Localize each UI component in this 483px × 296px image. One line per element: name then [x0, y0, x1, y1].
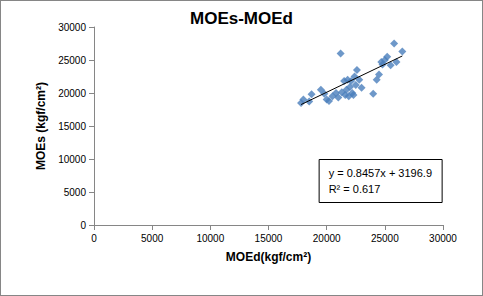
svg-text:20000: 20000 [58, 88, 86, 99]
svg-text:30000: 30000 [58, 22, 86, 33]
svg-text:5000: 5000 [141, 233, 164, 244]
svg-text:25000: 25000 [58, 55, 86, 66]
svg-text:MOEd(kgf/cm²): MOEd(kgf/cm²) [226, 250, 311, 264]
svg-text:10000: 10000 [58, 154, 86, 165]
svg-text:0: 0 [80, 220, 86, 231]
svg-text:15000: 15000 [255, 233, 283, 244]
svg-text:0: 0 [91, 233, 97, 244]
svg-text:y = 0.8457x + 3196.9: y = 0.8457x + 3196.9 [329, 167, 432, 179]
svg-text:MOEs (kgf/cm²): MOEs (kgf/cm²) [34, 82, 48, 170]
svg-text:20000: 20000 [313, 233, 341, 244]
svg-text:MOEs-MOEd: MOEs-MOEd [190, 9, 293, 28]
svg-text:5000: 5000 [64, 187, 87, 198]
svg-text:10000: 10000 [196, 233, 224, 244]
svg-text:30000: 30000 [429, 233, 457, 244]
svg-text:25000: 25000 [371, 233, 399, 244]
svg-text:R² = 0.617: R² = 0.617 [329, 183, 381, 195]
svg-text:15000: 15000 [58, 121, 86, 132]
